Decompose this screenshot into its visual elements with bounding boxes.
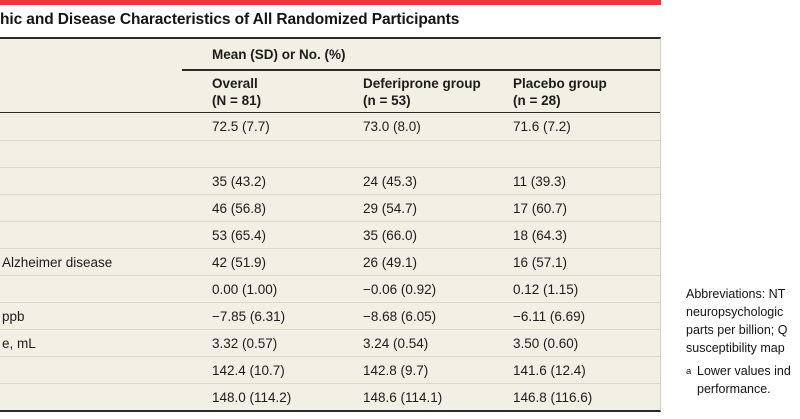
side-annotation: Abbreviations: NT neuropsychologic parts…: [686, 285, 791, 398]
abbreviations-paragraph: Abbreviations: NT neuropsychologic parts…: [686, 285, 791, 357]
cell-placebo: 146.8 (116.6): [513, 389, 593, 405]
cell-deferiprone: 142.8 (9.7): [363, 362, 429, 378]
characteristics-table: Mean (SD) or No. (%) Overall (N = 81) De…: [0, 37, 661, 412]
column-header-line1: Placebo group: [513, 76, 607, 91]
table-row: ppb −7.85 (6.31) −8.68 (6.05) −6.11 (6.6…: [0, 302, 660, 329]
footnote-text-line: performance.: [697, 382, 771, 396]
table-row: [0, 140, 660, 167]
table-row: 46 (56.8) 29 (54.7) 17 (60.7): [0, 194, 660, 221]
cell-placebo: 17 (60.7): [513, 200, 568, 216]
column-header-line2: (n = 53): [363, 93, 411, 108]
cell-deferiprone: 29 (54.7): [363, 200, 418, 216]
column-header-line1: Overall: [212, 76, 258, 91]
cell-deferiprone: 148.6 (114.1): [363, 389, 443, 405]
accent-bar: [0, 0, 661, 5]
cell-placebo: 141.6 (12.4): [513, 362, 586, 378]
cell-deferiprone: 26 (49.1): [363, 254, 418, 270]
column-header-overall: Overall (N = 81): [212, 75, 261, 109]
cell-deferiprone: −0.06 (0.92): [363, 281, 437, 297]
cell-placebo: −6.11 (6.69): [513, 308, 586, 324]
table-row: 148.0 (114.2) 148.6 (114.1) 146.8 (116.6…: [0, 383, 660, 410]
cell-placebo: 71.6 (7.2): [513, 119, 571, 134]
cell-row-label: ppb: [2, 308, 25, 324]
column-header-placebo: Placebo group (n = 28): [513, 75, 607, 109]
cell-overall: 35 (43.2): [212, 173, 267, 189]
table-row: Alzheimer disease 42 (51.9) 26 (49.1) 16…: [0, 248, 660, 275]
cell-deferiprone: 3.24 (0.54): [363, 335, 429, 351]
column-header-line2: (n = 28): [513, 93, 561, 108]
cell-row-label: e, mL: [2, 335, 36, 351]
table-row: 0.00 (1.00) −0.06 (0.92) 0.12 (1.15): [0, 275, 660, 302]
table-row: 53 (65.4) 35 (66.0) 18 (64.3): [0, 221, 660, 248]
cell-placebo: 16 (57.1): [513, 254, 568, 270]
footnote-marker: a: [686, 366, 692, 377]
cell-deferiprone: 35 (66.0): [363, 227, 418, 243]
cell-overall: 142.4 (10.7): [212, 362, 285, 378]
cell-overall: 53 (65.4): [212, 227, 267, 243]
footnote-text-line: Lower values ind: [697, 364, 791, 378]
abbreviation-text-line: susceptibility map: [686, 341, 785, 355]
table-body: 72.5 (7.7) 73.0 (8.0) 71.6 (7.2) 35 (43.…: [0, 112, 660, 410]
table-row: 72.5 (7.7) 73.0 (8.0) 71.6 (7.2): [0, 113, 660, 140]
cell-overall: 148.0 (114.2): [212, 389, 292, 405]
cell-placebo: 3.50 (0.60): [513, 335, 579, 351]
cell-row-label: Alzheimer disease: [2, 254, 113, 270]
cell-overall: 72.5 (7.7): [212, 119, 270, 134]
cell-deferiprone: 73.0 (8.0): [363, 119, 421, 134]
cell-overall: 46 (56.8): [212, 200, 267, 216]
cell-overall: 3.32 (0.57): [212, 335, 278, 351]
cell-placebo: 18 (64.3): [513, 227, 568, 243]
abbreviation-text-line: parts per billion; Q: [686, 323, 788, 337]
table-header: Mean (SD) or No. (%) Overall (N = 81) De…: [0, 39, 660, 112]
spanner-header: Mean (SD) or No. (%): [212, 47, 346, 62]
column-header-line2: (N = 81): [212, 93, 262, 108]
table-row: 142.4 (10.7) 142.8 (9.7) 141.6 (12.4): [0, 356, 660, 383]
abbreviation-text-line: neuropsychologic: [686, 305, 784, 319]
cell-placebo: 11 (39.3): [513, 173, 567, 189]
cell-deferiprone: −8.68 (6.05): [363, 308, 437, 324]
cell-overall: −7.85 (6.31): [212, 308, 286, 324]
cell-overall: 42 (51.9): [212, 254, 267, 270]
cell-placebo: 0.12 (1.15): [513, 281, 579, 297]
spanner-rule: [182, 69, 660, 71]
footnote-a: a Lower values ind performance.: [686, 362, 791, 398]
table-row: 35 (43.2) 24 (45.3) 11 (39.3): [0, 167, 660, 194]
table-row: e, mL 3.32 (0.57) 3.24 (0.54) 3.50 (0.60…: [0, 329, 660, 356]
cell-overall: 0.00 (1.00): [212, 281, 278, 297]
abbreviation-text-line: Abbreviations: NT: [686, 287, 786, 301]
cell-deferiprone: 24 (45.3): [363, 173, 418, 189]
table-title: hic and Disease Characteristics of All R…: [0, 11, 460, 28]
column-header-deferiprone: Deferiprone group (n = 53): [363, 75, 481, 109]
column-header-line1: Deferiprone group: [363, 76, 481, 91]
